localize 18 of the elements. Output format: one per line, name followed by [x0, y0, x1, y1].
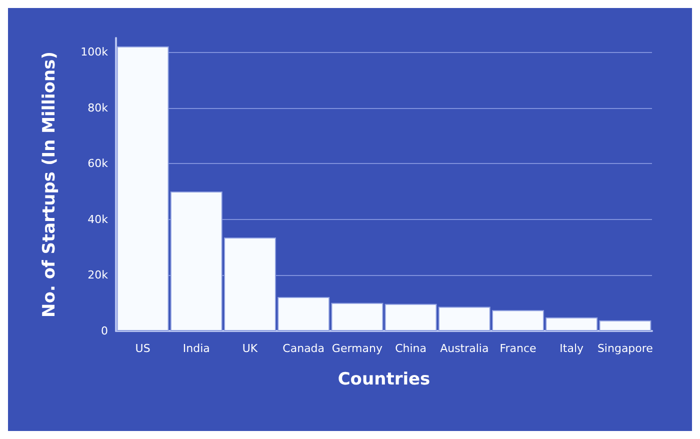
x-tick-label: Italy [560, 342, 584, 355]
y-tick-label: 0 [101, 324, 108, 338]
x-axis-title: Countries [338, 370, 430, 390]
x-tick-label: Australia [440, 342, 489, 355]
y-tick-label: 20k [88, 268, 109, 282]
y-tick-label: 100k [80, 45, 109, 58]
x-tick-label: France [500, 342, 537, 355]
x-tick-label: India [182, 342, 210, 355]
x-tick-label: China [395, 342, 427, 355]
x-tick-label: UK [242, 342, 258, 355]
y-tick-label: 60k [88, 157, 109, 170]
y-tick-label: 80k [88, 101, 109, 114]
x-tick-label: Singapore [597, 342, 654, 355]
y-tick-label: 40k [88, 212, 109, 226]
x-tick-label: Germany [332, 342, 383, 355]
x-tick-label: Canada [282, 342, 325, 355]
x-tick-label: US [135, 342, 150, 355]
y-axis-title: No. of Startups (In Millions) [40, 52, 60, 318]
